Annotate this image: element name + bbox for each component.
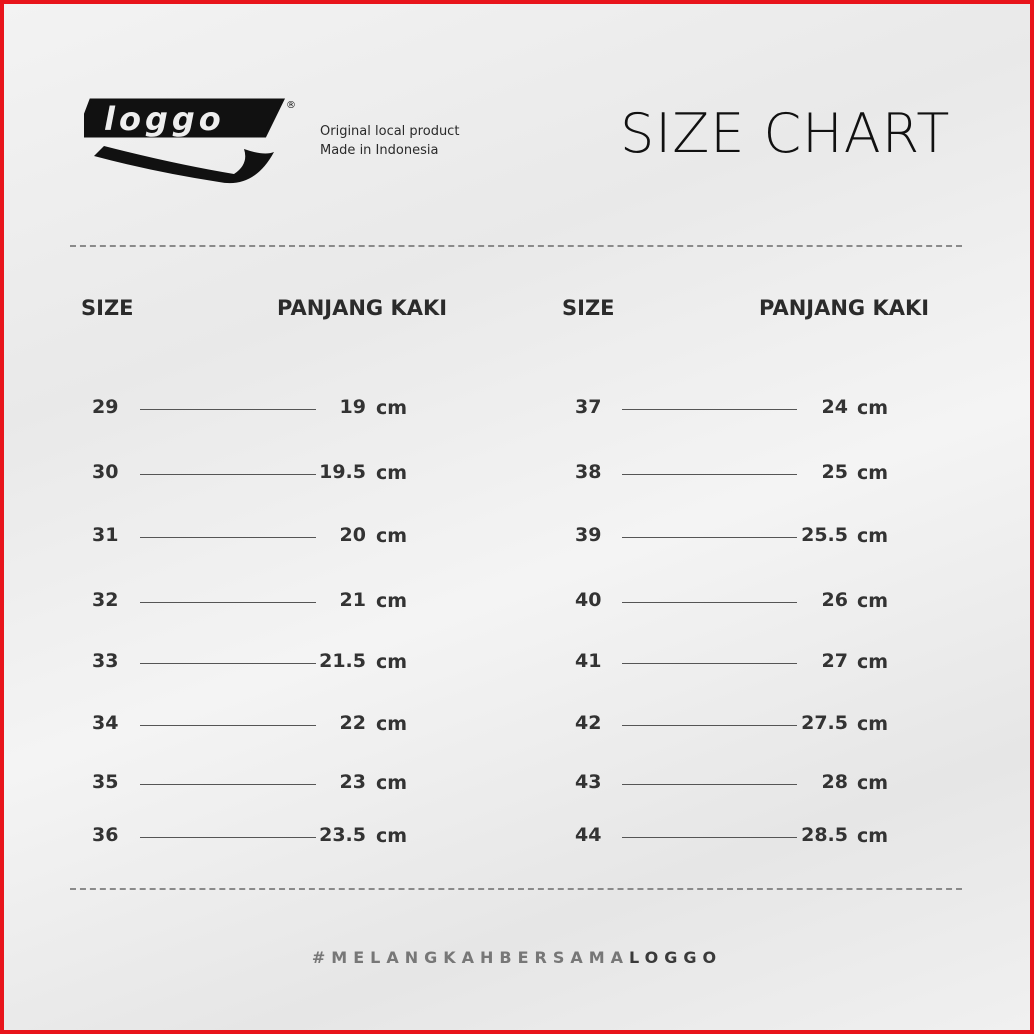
leader-line: [140, 663, 316, 664]
unit-label: cm: [857, 651, 889, 673]
size-value: 38: [575, 461, 602, 483]
size-value: 29: [92, 396, 119, 418]
unit-label: cm: [857, 525, 889, 547]
length-value: 25.5: [801, 524, 848, 546]
unit-label: cm: [857, 772, 889, 794]
length-value: 23.5: [319, 824, 366, 846]
length-value: 25: [821, 461, 848, 483]
unit-label: cm: [857, 713, 889, 735]
leader-line: [140, 837, 316, 838]
length-value: 21: [339, 589, 366, 611]
divider-top: [70, 245, 962, 247]
leader-line: [622, 474, 797, 475]
size-value: 37: [575, 396, 602, 418]
unit-label: cm: [857, 825, 889, 847]
size-value: 43: [575, 771, 602, 793]
leader-line: [622, 409, 797, 410]
leader-line: [140, 602, 316, 603]
unit-label: cm: [857, 462, 889, 484]
leader-line: [140, 537, 316, 538]
leader-line: [622, 602, 797, 603]
size-value: 33: [92, 650, 119, 672]
left-length-header: PANJANG KAKI: [277, 296, 448, 320]
length-value: 27.5: [801, 712, 848, 734]
leader-line: [140, 474, 316, 475]
leader-line: [622, 837, 797, 838]
page-title: SIZE CHART: [620, 102, 951, 165]
leader-line: [622, 537, 797, 538]
leader-line: [140, 784, 316, 785]
size-value: 36: [92, 824, 119, 846]
leader-line: [140, 409, 316, 410]
unit-label: cm: [376, 397, 408, 419]
length-value: 20: [339, 524, 366, 546]
right-size-header: SIZE: [562, 296, 615, 320]
length-value: 28.5: [801, 824, 848, 846]
length-value: 22: [339, 712, 366, 734]
size-value: 44: [575, 824, 602, 846]
leader-line: [622, 784, 797, 785]
unit-label: cm: [376, 590, 408, 612]
leader-line: [622, 663, 797, 664]
size-value: 31: [92, 524, 119, 546]
length-value: 28: [821, 771, 848, 793]
leader-line: [140, 725, 316, 726]
length-value: 19.5: [319, 461, 366, 483]
divider-bottom: [70, 888, 962, 890]
unit-label: cm: [376, 651, 408, 673]
unit-label: cm: [857, 397, 889, 419]
size-value: 35: [92, 771, 119, 793]
size-value: 30: [92, 461, 119, 483]
length-value: 19: [339, 396, 366, 418]
unit-label: cm: [857, 590, 889, 612]
tagline-1: Original local product: [320, 124, 460, 139]
svg-text:loggo: loggo: [104, 100, 225, 138]
hashtag-part2: LOGGO: [629, 948, 723, 967]
size-value: 40: [575, 589, 602, 611]
tagline-2: Made in Indonesia: [320, 143, 439, 158]
unit-label: cm: [376, 772, 408, 794]
unit-label: cm: [376, 825, 408, 847]
right-length-header: PANJANG KAKI: [759, 296, 930, 320]
unit-label: cm: [376, 525, 408, 547]
size-value: 42: [575, 712, 602, 734]
length-value: 23: [339, 771, 366, 793]
size-value: 39: [575, 524, 602, 546]
length-value: 27: [821, 650, 848, 672]
leader-line: [622, 725, 797, 726]
svg-text:®: ®: [286, 100, 296, 111]
length-value: 24: [821, 396, 848, 418]
loggo-logo: loggo ®: [84, 98, 296, 184]
size-value: 41: [575, 650, 602, 672]
size-value: 32: [92, 589, 119, 611]
hashtag: #MELANGKAHBERSAMALOGGO: [4, 948, 1030, 967]
length-value: 21.5: [319, 650, 366, 672]
left-size-header: SIZE: [81, 296, 134, 320]
length-value: 26: [821, 589, 848, 611]
unit-label: cm: [376, 713, 408, 735]
hashtag-part1: #MELANGKAHBERSAMA: [311, 948, 630, 967]
unit-label: cm: [376, 462, 408, 484]
size-value: 34: [92, 712, 119, 734]
